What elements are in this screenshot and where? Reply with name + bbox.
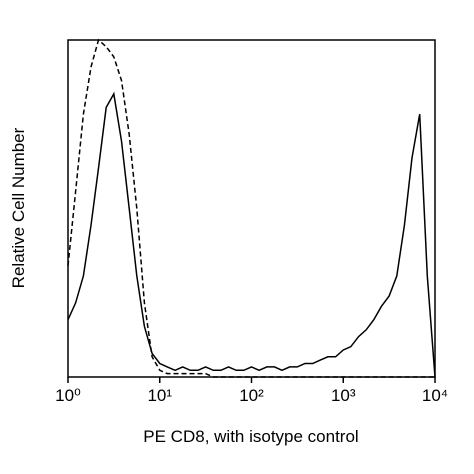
histogram-line — [67, 91, 436, 378]
x-tick-label: 10⁰ — [55, 386, 81, 405]
x-tick-label: 10⁴ — [422, 386, 448, 405]
plot-frame — [67, 39, 436, 378]
x-tick-label: 10² — [239, 386, 264, 405]
y-axis-label: Relative Cell Number — [9, 127, 28, 288]
x-tick-label: 10¹ — [147, 386, 172, 405]
histogram-line — [67, 38, 435, 378]
x-tick-label: 10³ — [331, 386, 356, 405]
x-axis-label: PE CD8, with isotype control — [143, 427, 358, 446]
